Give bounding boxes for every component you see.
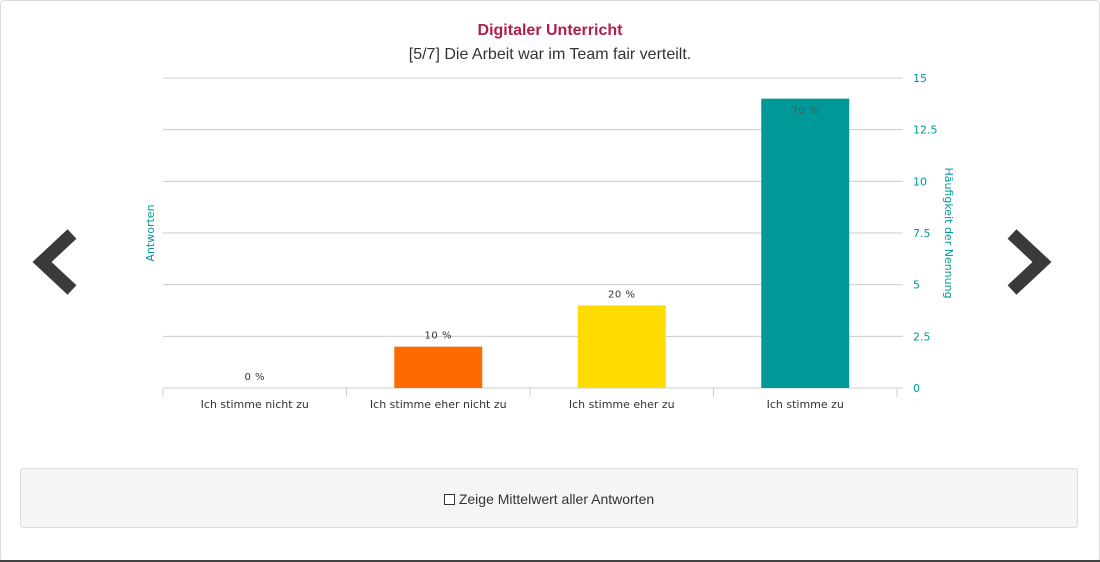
- mean-toggle-panel: Zeige Mittelwert aller Antworten: [20, 468, 1078, 528]
- y-tick-label: 12.5: [913, 124, 938, 137]
- next-question-button[interactable]: [996, 222, 1056, 302]
- data-label: 0 %: [244, 372, 265, 383]
- y-axis-title-right: Häufigkeit der Nennung: [942, 167, 955, 298]
- chart-title: Digitaler Unterricht: [477, 22, 623, 39]
- y-tick-label: 10: [913, 175, 927, 188]
- x-tick-label: Ich stimme nicht zu: [201, 398, 309, 411]
- show-mean-label: Zeige Mittelwert aller Antworten: [458, 491, 655, 507]
- y-tick-label: 2.5: [913, 330, 931, 343]
- previous-question-button[interactable]: [28, 222, 88, 302]
- y-tick-label: 5: [913, 279, 920, 292]
- bar: [761, 98, 850, 389]
- show-mean-checkbox[interactable]: [443, 493, 455, 505]
- x-tick-label: Ich stimme eher nicht zu: [370, 398, 507, 411]
- data-label: 70 %: [792, 106, 819, 117]
- data-label: 10 %: [425, 331, 452, 342]
- bar-chart: 0 2.5 5 7.5 10 12.5 15 0 % Ich stimme nicht zu 10…: [144, 72, 955, 411]
- y-tick-label: 7.5: [913, 227, 931, 240]
- x-tick-label: Ich stimme zu: [767, 398, 844, 411]
- chevron-right-icon: [1007, 229, 1052, 295]
- y-tick-label: 0: [913, 382, 920, 395]
- bar: [394, 346, 483, 388]
- chevron-left-icon: [32, 229, 77, 295]
- chart-subtitle: [5/7] Die Arbeit war im Team fair vertei…: [408, 46, 692, 63]
- data-label: 20 %: [608, 289, 635, 300]
- x-tick-label: Ich stimme eher zu: [569, 398, 675, 411]
- y-tick-label: 15: [913, 72, 927, 85]
- show-mean-toggle[interactable]: Zeige Mittelwert aller Antworten: [443, 491, 655, 507]
- y-axis-title-left: Antworten: [144, 204, 157, 261]
- bottom-border: [0, 560, 1100, 562]
- bar: [577, 305, 666, 388]
